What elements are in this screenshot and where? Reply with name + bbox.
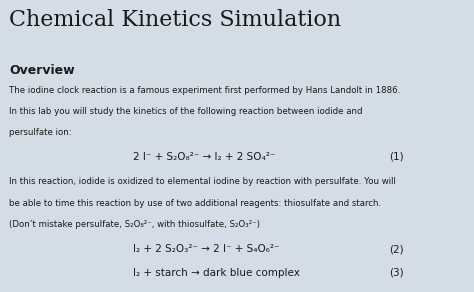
Text: The iodine clock reaction is a famous experiment first performed by Hans Landolt: The iodine clock reaction is a famous ex… bbox=[9, 86, 401, 95]
Text: Chemical Kinetics Simulation: Chemical Kinetics Simulation bbox=[9, 9, 342, 31]
Text: be able to time this reaction by use of two additional reagents: thiosulfate and: be able to time this reaction by use of … bbox=[9, 199, 382, 208]
Text: (3): (3) bbox=[389, 268, 403, 278]
Text: I₂ + starch → dark blue complex: I₂ + starch → dark blue complex bbox=[133, 268, 300, 278]
Text: (1): (1) bbox=[389, 152, 403, 162]
Text: I₂ + 2 S₂O₃²⁻ → 2 I⁻ + S₄O₆²⁻: I₂ + 2 S₂O₃²⁻ → 2 I⁻ + S₄O₆²⁻ bbox=[133, 244, 279, 254]
Text: Overview: Overview bbox=[9, 64, 75, 77]
Text: In this reaction, iodide is oxidized to elemental iodine by reaction with persul: In this reaction, iodide is oxidized to … bbox=[9, 177, 396, 186]
Text: (2): (2) bbox=[389, 244, 403, 254]
Text: 2 I⁻ + S₂O₈²⁻ → I₂ + 2 SO₄²⁻: 2 I⁻ + S₂O₈²⁻ → I₂ + 2 SO₄²⁻ bbox=[133, 152, 275, 162]
Text: persulfate ion:: persulfate ion: bbox=[9, 128, 72, 137]
Text: In this lab you will study the kinetics of the following reaction between iodide: In this lab you will study the kinetics … bbox=[9, 107, 363, 116]
Text: (Don’t mistake persulfate, S₂O₈²⁻, with thiosulfate, S₂O₃²⁻): (Don’t mistake persulfate, S₂O₈²⁻, with … bbox=[9, 220, 261, 229]
